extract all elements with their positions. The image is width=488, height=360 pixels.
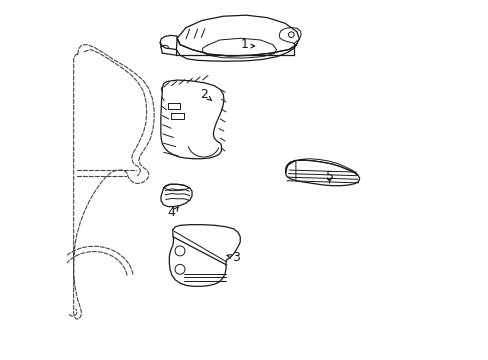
Text: 2: 2 <box>200 88 207 101</box>
Text: 5: 5 <box>325 170 333 183</box>
Text: 3: 3 <box>231 251 239 264</box>
Text: 1: 1 <box>240 38 248 51</box>
Text: 4: 4 <box>167 206 175 219</box>
